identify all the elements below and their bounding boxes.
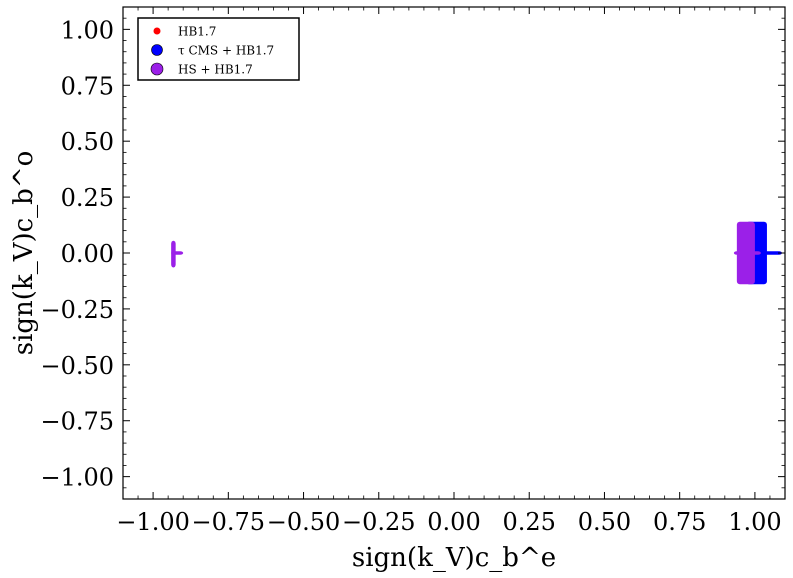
y-tick-label: 0.50 <box>61 128 114 156</box>
y-tick-label: −1.00 <box>40 464 114 492</box>
y-tick-label: 0.00 <box>61 240 114 268</box>
x-tick-label: 0.25 <box>503 508 556 536</box>
x-tick-label: 1.00 <box>728 508 781 536</box>
legend-label: HS + HB1.7 <box>178 63 253 77</box>
y-tick-label: 1.00 <box>61 16 114 44</box>
y-axis-label: sign(k_V)c_b^o <box>9 151 39 356</box>
legend-box <box>137 17 300 81</box>
legend-label: τ CMS + HB1.7 <box>178 44 274 58</box>
x-tick-label: 0.50 <box>578 508 631 536</box>
legend-marker <box>150 62 164 76</box>
y-tick-label: 0.75 <box>61 72 114 100</box>
point-cluster-1-1 <box>763 251 782 255</box>
y-tick-label: −0.25 <box>40 296 114 324</box>
legend-marker <box>153 27 161 35</box>
point-cluster-2-3 <box>171 251 184 255</box>
x-tick-label: −0.25 <box>342 508 416 536</box>
x-tick-label: 0.75 <box>653 508 706 536</box>
x-tick-label: 0.00 <box>427 508 480 536</box>
x-axis-label: sign(k_V)c_b^e <box>352 543 556 573</box>
x-tick-label: −0.50 <box>267 508 341 536</box>
tick-labels: −1.00 −0.75 −0.50 −0.25 0.00 0.25 0.50 0.75 1.00… <box>40 16 781 536</box>
legend-marker <box>151 44 163 56</box>
plot-frame <box>122 6 786 500</box>
axis-ticks <box>122 6 786 500</box>
legend-label: HB1.7 <box>178 25 216 39</box>
x-tick-label: −1.00 <box>116 508 190 536</box>
y-tick-label: 0.25 <box>61 184 114 212</box>
legend: HB1.7 τ CMS + HB1.7 HS + HB1.7 <box>137 17 300 81</box>
y-tick-label: −0.50 <box>40 352 114 380</box>
data-marks <box>171 221 782 285</box>
point-cluster-2-1 <box>733 251 761 255</box>
x-tick-label: −0.75 <box>192 508 266 536</box>
y-tick-label: −0.75 <box>40 408 114 436</box>
